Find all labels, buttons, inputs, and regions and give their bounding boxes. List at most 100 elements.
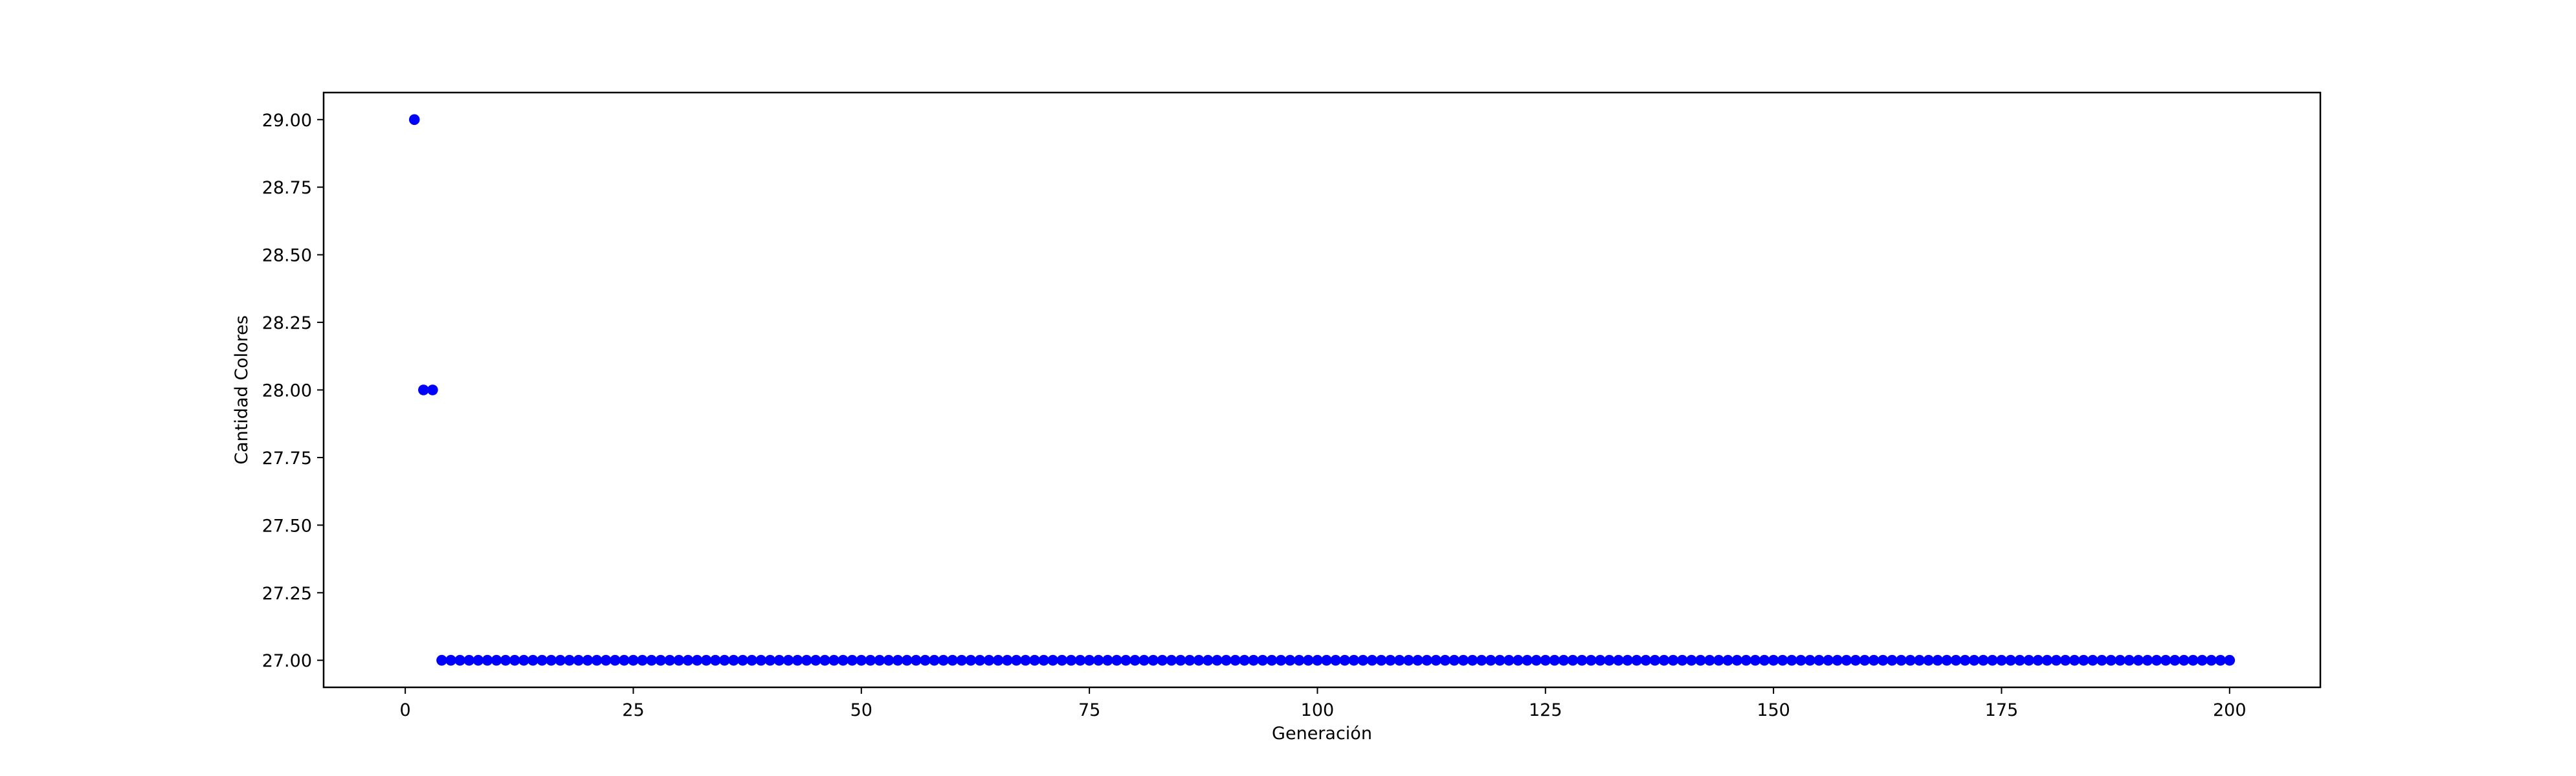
data-point bbox=[2060, 654, 2071, 666]
data-point bbox=[1239, 654, 1250, 666]
data-point bbox=[2215, 654, 2226, 666]
data-point bbox=[1549, 654, 1560, 666]
x-axis-ticks: 0 25 50 75 100 125 150 175 200 bbox=[400, 687, 2247, 720]
data-point bbox=[856, 654, 867, 666]
data-point bbox=[911, 654, 922, 666]
data-point bbox=[472, 654, 484, 666]
data-point bbox=[2050, 654, 2062, 666]
data-point bbox=[1047, 654, 1059, 666]
data-point bbox=[1722, 654, 1733, 666]
data-point bbox=[1339, 654, 1351, 666]
data-point bbox=[1494, 654, 1505, 666]
data-point bbox=[1823, 654, 1834, 666]
data-point bbox=[1221, 654, 1232, 666]
data-point bbox=[2087, 654, 2098, 666]
data-point bbox=[1266, 654, 1278, 666]
data-point bbox=[1977, 654, 1989, 666]
data-point bbox=[2133, 654, 2144, 666]
data-point bbox=[445, 654, 456, 666]
data-point bbox=[1275, 654, 1287, 666]
data-point bbox=[436, 654, 447, 666]
data-point bbox=[1312, 654, 1323, 666]
y-axis-label: Cantidad Colores bbox=[232, 315, 252, 465]
data-point bbox=[1102, 654, 1113, 666]
data-point bbox=[454, 654, 465, 666]
data-point bbox=[2179, 654, 2190, 666]
data-point bbox=[2169, 654, 2181, 666]
data-point bbox=[755, 654, 767, 666]
data-point bbox=[427, 384, 438, 395]
data-point bbox=[1467, 654, 1478, 666]
data-point bbox=[810, 654, 821, 666]
data-point bbox=[1887, 654, 1898, 666]
y-tick-label: 27.50 bbox=[262, 516, 312, 536]
data-point bbox=[491, 654, 502, 666]
data-point bbox=[537, 654, 548, 666]
data-point bbox=[1375, 654, 1387, 666]
data-point bbox=[1175, 654, 1186, 666]
data-point bbox=[847, 654, 858, 666]
data-point bbox=[2023, 654, 2035, 666]
data-point bbox=[1020, 654, 1031, 666]
data-point bbox=[1531, 654, 1542, 666]
data-point bbox=[1740, 654, 1752, 666]
data-point bbox=[555, 654, 566, 666]
data-point bbox=[2224, 654, 2236, 666]
data-point bbox=[1877, 654, 1889, 666]
data-point bbox=[1704, 654, 1715, 666]
data-point bbox=[655, 654, 667, 666]
data-point bbox=[1713, 654, 1724, 666]
data-point bbox=[628, 654, 639, 666]
x-tick-label: 200 bbox=[2213, 700, 2247, 720]
data-point bbox=[1795, 654, 1806, 666]
data-point bbox=[2032, 654, 2044, 666]
data-point bbox=[1631, 654, 1643, 666]
data-point bbox=[1613, 654, 1624, 666]
data-point bbox=[1321, 654, 1332, 666]
y-tick-label: 28.00 bbox=[262, 381, 312, 401]
data-point bbox=[746, 654, 757, 666]
data-point bbox=[682, 654, 694, 666]
data-point bbox=[983, 654, 995, 666]
data-point bbox=[619, 654, 630, 666]
data-point bbox=[1129, 654, 1140, 666]
x-tick-label: 25 bbox=[622, 700, 644, 720]
data-point bbox=[2124, 654, 2135, 666]
data-point bbox=[801, 654, 812, 666]
data-point bbox=[1759, 654, 1770, 666]
data-point bbox=[1293, 654, 1305, 666]
y-tick-label: 27.75 bbox=[262, 449, 312, 469]
data-point bbox=[582, 654, 594, 666]
data-point bbox=[1567, 654, 1579, 666]
data-point bbox=[2014, 654, 2025, 666]
data-point bbox=[2142, 654, 2153, 666]
data-point bbox=[1038, 654, 1049, 666]
data-point bbox=[1157, 654, 1168, 666]
x-tick-label: 125 bbox=[1529, 700, 1562, 720]
data-point bbox=[600, 654, 612, 666]
data-point bbox=[947, 654, 959, 666]
data-point bbox=[509, 654, 520, 666]
data-point bbox=[1065, 654, 1077, 666]
data-point bbox=[920, 654, 931, 666]
data-point bbox=[1120, 654, 1131, 666]
data-point bbox=[573, 654, 584, 666]
data-point bbox=[2041, 654, 2053, 666]
data-point bbox=[1695, 654, 1706, 666]
data-point bbox=[1667, 654, 1679, 666]
data-point bbox=[646, 654, 657, 666]
data-point bbox=[1485, 654, 1496, 666]
data-point bbox=[1814, 654, 1825, 666]
data-point bbox=[1111, 654, 1122, 666]
data-point bbox=[1011, 654, 1022, 666]
data-point bbox=[1859, 654, 1871, 666]
data-point bbox=[2151, 654, 2162, 666]
data-point bbox=[1540, 654, 1551, 666]
x-tick-label: 50 bbox=[850, 700, 872, 720]
data-point bbox=[929, 654, 940, 666]
data-point bbox=[783, 654, 794, 666]
data-point bbox=[1504, 654, 1515, 666]
data-point bbox=[1248, 654, 1260, 666]
